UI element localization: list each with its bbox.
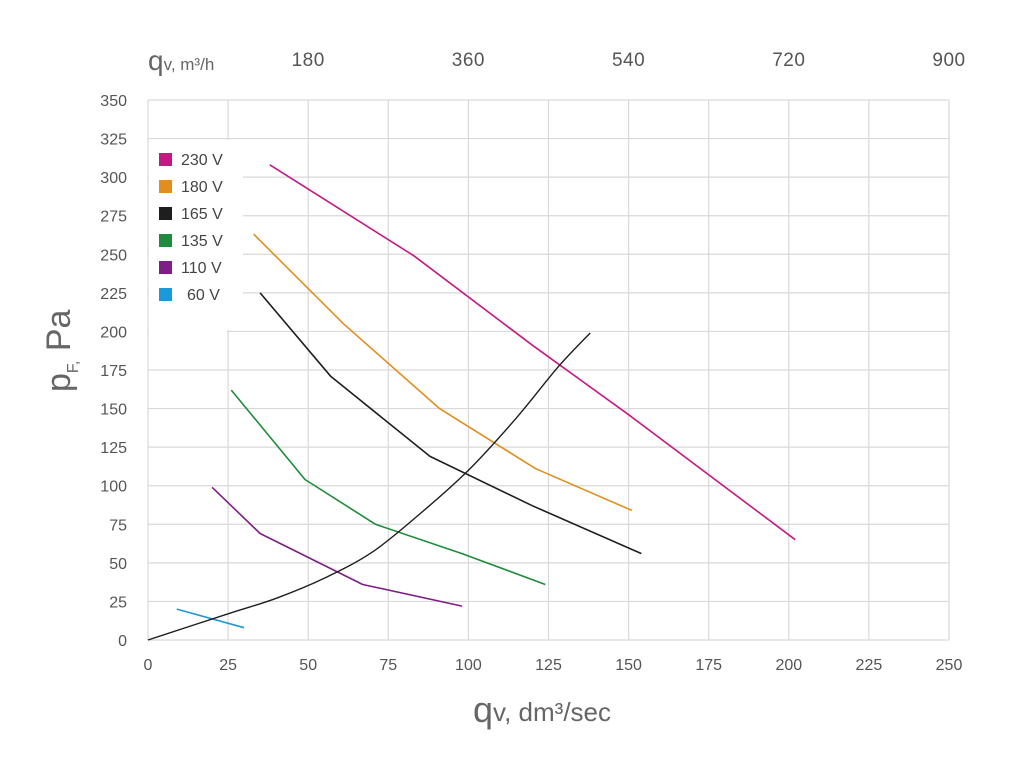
- x-axis-subscript: v: [493, 697, 506, 727]
- series-line-1: [253, 233, 633, 512]
- x-tick-label-4: 100: [455, 657, 482, 674]
- legend-swatch-4: [159, 261, 172, 274]
- y-tick-label-9: 225: [100, 286, 127, 303]
- top-tick-label-1: 360: [452, 50, 485, 71]
- x-tick-label-1: 25: [219, 657, 237, 674]
- y-tick-label-3: 75: [109, 517, 127, 534]
- x-tick-label-8: 200: [775, 657, 802, 674]
- legend-label-2: 165 V: [181, 206, 223, 223]
- y-tick-label-4: 100: [100, 479, 127, 496]
- legend-swatch-1: [159, 180, 172, 193]
- legend-label-1: 180 V: [181, 179, 223, 196]
- x-tick-label-9: 225: [856, 657, 883, 674]
- legend-label-4: 110 V: [181, 260, 222, 277]
- legend-swatch-3: [159, 234, 172, 247]
- y-tick-label-14: 350: [100, 93, 127, 110]
- top-axis-subscript: v: [164, 55, 173, 74]
- y-tick-label-13: 325: [100, 132, 127, 149]
- performance-curves: [147, 164, 796, 641]
- y-axis-symbol: p: [40, 373, 78, 392]
- y-tick-label-2: 50: [109, 556, 127, 573]
- y-tick-label-12: 300: [100, 170, 127, 187]
- legend-swatch-2: [159, 207, 172, 220]
- y-axis-ticks: 0 25 50 75 100 125 150 175 200 225 250 275 300 325 350: [100, 93, 127, 650]
- system-curve: [147, 332, 591, 641]
- series-line-4: [211, 486, 463, 607]
- legend-label-3: 135 V: [181, 233, 223, 250]
- top-tick-label-4: 900: [932, 50, 965, 71]
- series-line-2: [259, 292, 642, 555]
- x-tick-label-2: 50: [299, 657, 317, 674]
- top-axis-symbol: q: [148, 45, 164, 76]
- y-tick-label-7: 175: [100, 363, 127, 380]
- y-tick-label-10: 250: [100, 247, 127, 264]
- y-tick-label-8: 200: [100, 324, 127, 341]
- top-axis-unit: , m³/h: [171, 55, 214, 74]
- x-axis-symbol: q: [473, 689, 493, 730]
- y-tick-label-1: 25: [109, 594, 127, 611]
- x-axis-unit: , dm³/sec: [504, 697, 611, 727]
- x-axis-title: qv, dm³/sec: [473, 689, 611, 730]
- legend-label-0: 230 V: [181, 152, 223, 169]
- grid-lines: [147, 99, 950, 641]
- top-axis-title: qv, m³/h: [148, 45, 214, 76]
- y-axis-subscript: F,: [65, 361, 82, 373]
- legend-swatch-0: [159, 153, 172, 166]
- series-line-0: [269, 164, 796, 541]
- top-tick-label-0: 180: [292, 50, 325, 71]
- legend: 230 V 180 V 165 V 135 V 110 V 60 V: [149, 140, 243, 340]
- y-axis-title: pF, Pa: [40, 310, 82, 392]
- series-line-3: [230, 389, 546, 586]
- x-tick-label-6: 150: [615, 657, 642, 674]
- x-tick-label-7: 175: [695, 657, 722, 674]
- x-axis-ticks: 0 25 50 75 100 125 150 175 200 225 250: [144, 657, 963, 674]
- top-tick-label-3: 720: [772, 50, 805, 71]
- y-tick-label-0: 0: [118, 633, 127, 650]
- x-tick-label-10: 250: [936, 657, 963, 674]
- series-line-5: [176, 608, 245, 629]
- x-tick-label-0: 0: [144, 657, 153, 674]
- legend-swatch-5: [159, 288, 172, 301]
- y-tick-label-11: 275: [100, 209, 127, 226]
- x-tick-label-5: 125: [535, 657, 562, 674]
- legend-label-5: 60 V: [187, 287, 220, 304]
- top-tick-label-2: 540: [612, 50, 645, 71]
- x-tick-label-3: 75: [379, 657, 397, 674]
- y-tick-label-6: 150: [100, 402, 127, 419]
- top-axis-ticks: 180 360 540 720 900: [292, 50, 966, 71]
- legend-box-tail: [149, 330, 227, 340]
- y-tick-label-5: 125: [100, 440, 127, 457]
- y-axis-unit: Pa: [40, 310, 78, 361]
